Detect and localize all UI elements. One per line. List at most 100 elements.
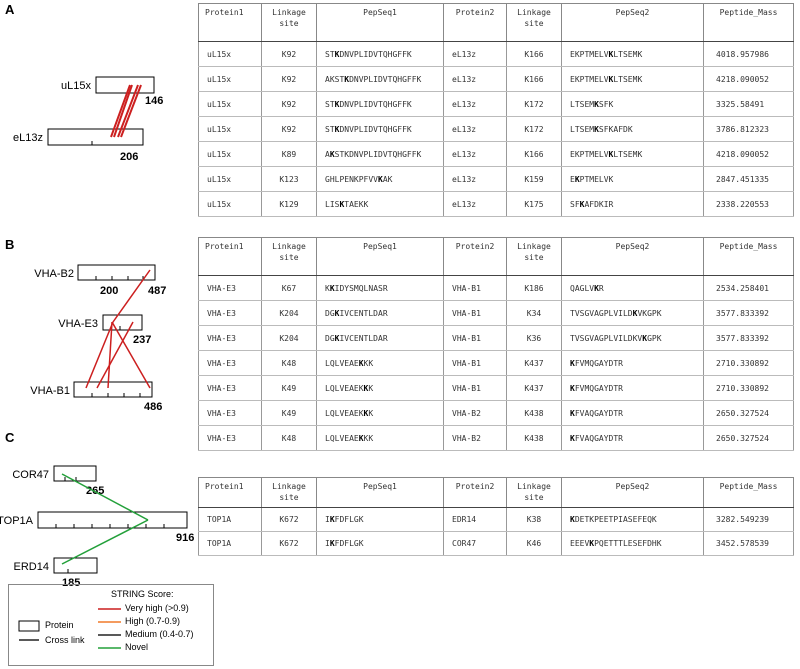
peptide-segment-post: FDFLGK — [334, 539, 364, 548]
linkage-site2-cell: K175 — [506, 191, 562, 217]
crosslinked-lysine: K — [570, 358, 575, 368]
peptide-segment-pre: TVSGVAGPLVILD — [570, 308, 633, 318]
linkage-site2-cell: K186 — [506, 275, 562, 301]
protein-end-ul15x: 146 — [145, 95, 163, 107]
crosslink-b-1 — [112, 269, 151, 323]
protein2-cell: VHA-B1 — [443, 375, 507, 401]
peptide-segment-post: IVCENTLDAR — [339, 333, 388, 343]
crosslink-diagrams: uL15x 146 eL13z 206 VHA-B2 200 487 VHA-E… — [0, 76, 194, 589]
peptide-segment-pre: GHLPENKPFVV — [325, 174, 378, 184]
peptide-mass-cell: 4218.090052 — [703, 66, 794, 92]
peptide-segment-post: LTSEMK — [613, 49, 643, 59]
table-row: TOP1A K672 IKFDFLGK EDR14 K38 KDETKPEETPIASEF… — [198, 507, 794, 532]
peptide-mass-cell: 2847.451335 — [703, 166, 794, 192]
peptide-segment-pre: EEEV — [570, 539, 590, 548]
protein-bar-ul15x — [95, 76, 155, 94]
peptide-segment-pre: LTSEM — [570, 99, 595, 109]
header-protein1: Protein1 — [198, 3, 262, 42]
crosslinked-lysine: K — [608, 74, 614, 84]
linkage-site2-cell: K159 — [506, 166, 562, 192]
peptide-segment-pre: AKST — [325, 74, 345, 84]
legend-label-very-high: Very high (>0.9) — [125, 603, 189, 613]
linkage-site1-cell: K89 — [261, 141, 317, 167]
protein-bar-vha-e3 — [102, 314, 143, 331]
header-peptide-mass: Peptide_Mass — [703, 237, 794, 276]
pepseq1-cell: STKDNVPLIDVTQHGFFK — [316, 41, 444, 67]
crosslinked-lysine: K — [377, 174, 383, 184]
table-row: TOP1A K672 IKFDFLGK COR47 K46 EEEVKPQETTTLESE… — [198, 531, 794, 556]
crosslinked-lysine: K — [570, 408, 575, 418]
peptide-mass-cell: 2710.330892 — [703, 350, 794, 376]
peptide-segment-post: AK — [382, 174, 393, 184]
pepseq1-cell: DGKIVCENTLDAR — [316, 325, 444, 351]
linkage-site2-cell: K438 — [506, 425, 562, 451]
peptide-segment-post: SFK — [598, 99, 614, 109]
peptide-segment-post: PTMELVK — [579, 174, 614, 184]
pepseq2-cell: EKPTMELVK — [561, 166, 704, 192]
crosslinked-lysine: K — [339, 199, 345, 209]
protein-name-vha-b2: VHA-B2 — [34, 268, 74, 280]
pepseq2-cell: TVSGVAGPLVILDKVKGPK — [561, 300, 704, 326]
linkage-site1-cell: K92 — [261, 41, 317, 67]
peptide-segment-post: FVMQGAYDTR — [574, 358, 623, 368]
linkage-site1-cell: K672 — [261, 531, 317, 556]
pepseq1-cell: LQLVEAEKKK — [316, 350, 444, 376]
protein-bar-vha-b2 — [77, 264, 156, 281]
protein1-cell: uL15x — [198, 66, 262, 92]
protein1-cell: TOP1A — [198, 531, 262, 556]
protein1-cell: VHA-E3 — [198, 300, 262, 326]
peptide-segment-pre: EKPTMELV — [570, 149, 609, 159]
linkage-site1-cell: K49 — [261, 375, 317, 401]
linkage-site2-cell: K166 — [506, 141, 562, 167]
linkage-site2-cell: K34 — [506, 300, 562, 326]
peptide-segment-pre: LTSEM — [570, 124, 595, 134]
table-row: VHA-E3 K48 LQLVEAEKKK VHA-B1 K437 KFVMQGAYDTR… — [198, 350, 794, 376]
protein-end-top1a: 916 — [176, 532, 194, 544]
protein2-cell: VHA-B1 — [443, 350, 507, 376]
crosslinked-lysine: K — [570, 515, 575, 524]
header-linkage-site-2: Linkage site — [506, 477, 562, 508]
table-row: uL15x K92 STKDNVPLIDVTQHGFFK eL13z K172 LTSEM… — [198, 91, 794, 117]
header-peptide-mass: Peptide_Mass — [703, 477, 794, 508]
protein-end-vha-b2: 487 — [148, 285, 166, 297]
crosslinked-lysine: K — [574, 174, 580, 184]
peptide-mass-cell: 2710.330892 — [703, 375, 794, 401]
legend-protein-swatch — [18, 620, 40, 632]
pepseq1-cell: AKSTKDNVPLIDVTQHGFFK — [316, 141, 444, 167]
protein1-cell: VHA-E3 — [198, 375, 262, 401]
crosslinked-lysine: K — [642, 333, 648, 343]
pepseq2-cell: LTSEMKSFKAFDK — [561, 116, 704, 142]
protein2-cell: VHA-B2 — [443, 425, 507, 451]
pepseq2-cell: KFVMQGAYDTR — [561, 375, 704, 401]
crosslink-c-2 — [61, 519, 149, 565]
linkage-site1-cell: K49 — [261, 400, 317, 426]
legend-protein-label: Protein — [45, 620, 74, 630]
peptide-segment-post: IVCENTLDAR — [339, 308, 388, 318]
crosslinked-lysine: K — [594, 99, 599, 109]
crosslinked-lysine: K — [579, 199, 585, 209]
crosslink-b-3 — [107, 321, 113, 389]
header-linkage-site-1: Linkage site — [261, 3, 317, 42]
peptide-segment-post: VKGPK — [637, 308, 662, 318]
peptide-segment-post: PQETTTLESEFDHK — [594, 539, 662, 548]
protein2-cell: VHA-B1 — [443, 325, 507, 351]
header-protein1: Protein1 — [198, 477, 262, 508]
crosslink-b-2 — [85, 321, 114, 389]
crosslinked-lysine: K — [334, 99, 340, 109]
peptide-segment-post: FVAQGAYDTR — [574, 408, 623, 418]
pepseq1-cell: IKFDFLGK — [316, 531, 444, 556]
protein-name-vha-b1: VHA-B1 — [30, 385, 70, 397]
pepseq2-cell: TVSGVAGPLVILDKVKGPK — [561, 325, 704, 351]
panel-letter-b: B — [5, 237, 15, 252]
protein1-cell: TOP1A — [198, 507, 262, 532]
header-protein2: Protein2 — [443, 237, 507, 276]
header-protein2: Protein2 — [443, 3, 507, 42]
linkage-site1-cell: K123 — [261, 166, 317, 192]
header-pepseq2: PepSeq2 — [561, 237, 704, 276]
legend-string-title: STRING Score: — [111, 589, 174, 599]
linkage-site2-cell: K437 — [506, 375, 562, 401]
linkage-site1-cell: K92 — [261, 91, 317, 117]
peptide-segment-post: FVAQGAYDTR — [574, 433, 623, 443]
peptide-segment-pre: I — [325, 515, 330, 524]
pepseq1-cell: AKSTKDNVPLIDVTQHGFFK — [316, 66, 444, 92]
